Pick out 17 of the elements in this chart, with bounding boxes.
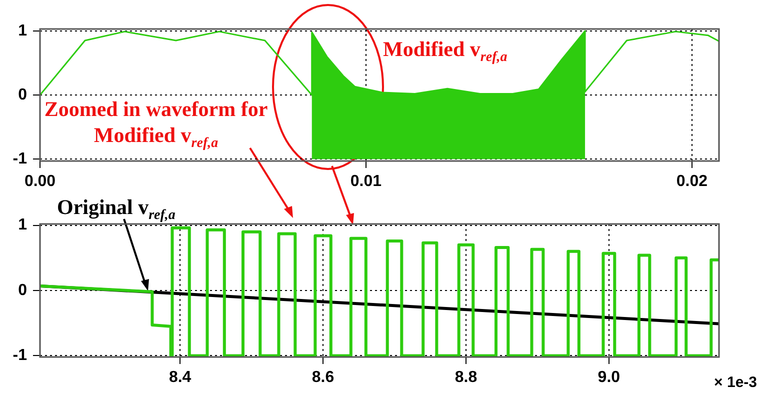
x-tick-label: 8.4: [168, 369, 192, 386]
y-tick-label: 1: [18, 22, 28, 40]
x-tick-label: 0.02: [676, 173, 708, 190]
x-tick-label: 0.01: [350, 173, 382, 190]
x-tick-label: 8.6: [312, 369, 334, 386]
annotation: Modified v$_{ref,a}$: [383, 36, 508, 66]
y-tick-label: -1: [12, 347, 28, 364]
x-tick-label: 9.0: [598, 369, 620, 386]
y-tick-label: 0: [18, 282, 28, 299]
x-axis-title: × 1e-3: [714, 374, 757, 391]
y-tick-label: -1: [12, 150, 28, 168]
x-tick-label: 0.00: [24, 173, 56, 190]
text: Original v$_{ref,a}$: [57, 194, 176, 224]
y-tick-label: 0: [18, 86, 28, 104]
x-tick-label: 8.8: [454, 369, 478, 386]
y-tick-label: 1: [18, 216, 28, 234]
annotation: Zoomed in waveform for Modified v$_{ref,a}$: [43, 96, 269, 152]
